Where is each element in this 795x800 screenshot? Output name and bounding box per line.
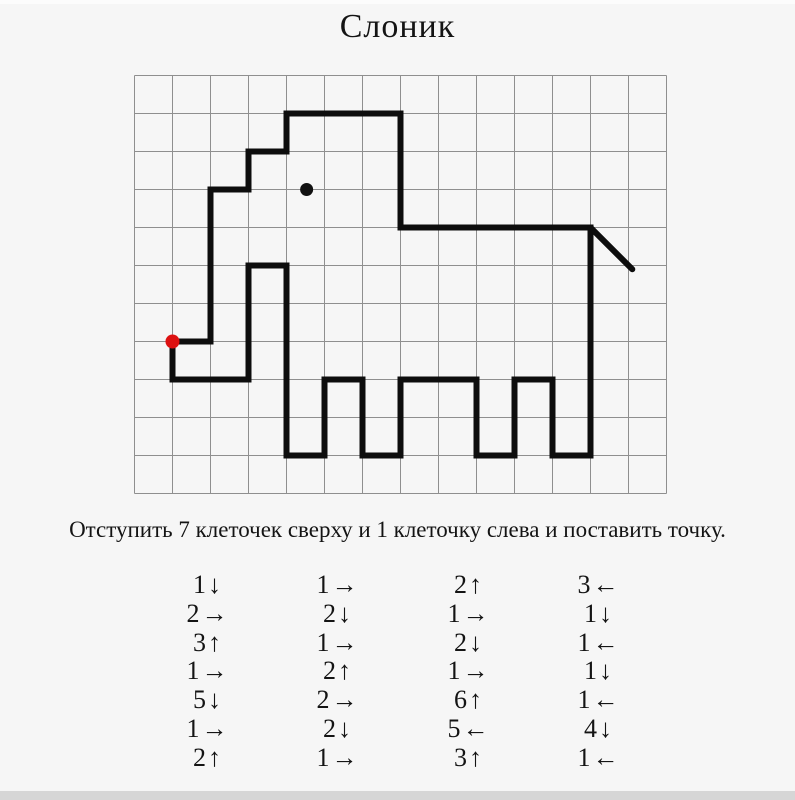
step-cell: 4↓ <box>584 713 614 743</box>
step-cell: 2↓ <box>323 598 353 628</box>
step-cell: 1→ <box>186 713 230 743</box>
step-cell: 3← <box>577 570 621 599</box>
step-cell: 3↑ <box>193 627 223 657</box>
step-cell: 1↓ <box>584 598 614 628</box>
step-cell: 5↓ <box>193 685 223 715</box>
elephant-tail <box>587 224 636 273</box>
start-dot <box>165 334 180 349</box>
elephant-outline <box>169 110 594 459</box>
page-title: Слоник <box>339 8 456 45</box>
dictation-grid-figure <box>134 75 667 494</box>
step-cell: 5← <box>447 713 491 743</box>
steps-column-1: 1↓ 2→ 3↑ 1→ 5↓ 1→ 2↑ <box>143 570 273 773</box>
step-cell: 1→ <box>316 570 360 599</box>
step-cell: 2→ <box>316 685 360 715</box>
step-cell: 2→ <box>186 598 230 628</box>
step-cell: 1→ <box>316 627 360 657</box>
steps-column-3: 2↑ 1→ 2↓ 1→ 6↑ 5← 3↑ <box>403 570 535 773</box>
step-cell: 6↑ <box>454 685 484 715</box>
step-cell: 1↓ <box>193 570 223 599</box>
bottom-edge-strip <box>0 791 795 800</box>
steps-column-2: 1→ 2↓ 1→ 2↑ 2→ 2↓ 1→ <box>273 570 403 773</box>
step-cell: 1← <box>577 742 621 772</box>
step-cell: 1→ <box>316 742 360 772</box>
step-cell: 1→ <box>447 598 491 628</box>
top-edge-strip <box>0 0 795 4</box>
steps-table: 1↓ 2→ 3↑ 1→ 5↓ 1→ 2↑ 1→ 2↓ 1→ 2↑ 2→ 2↓ 1→ 2↑ 1→ 2↓ 1→ 6↑ 5←… <box>143 570 663 773</box>
instruction-text: Отступить 7 клеточек сверху и 1 клеточку… <box>69 517 726 542</box>
eye-dot <box>300 183 314 196</box>
step-cell: 2↑ <box>193 742 223 772</box>
step-cell: 1← <box>577 685 621 715</box>
step-cell: 3↑ <box>454 742 484 772</box>
step-cell: 1← <box>577 627 621 657</box>
step-cell: 1→ <box>447 656 491 686</box>
step-cell: 1↓ <box>584 656 614 686</box>
steps-column-4: 3← 1↓ 1← 1↓ 1← 4↓ 1← <box>535 570 663 773</box>
step-cell: 1→ <box>186 656 230 686</box>
step-cell: 2↓ <box>323 713 353 743</box>
step-cell: 2↑ <box>454 570 484 599</box>
step-cell: 2↑ <box>323 656 353 686</box>
step-cell: 2↓ <box>454 627 484 657</box>
